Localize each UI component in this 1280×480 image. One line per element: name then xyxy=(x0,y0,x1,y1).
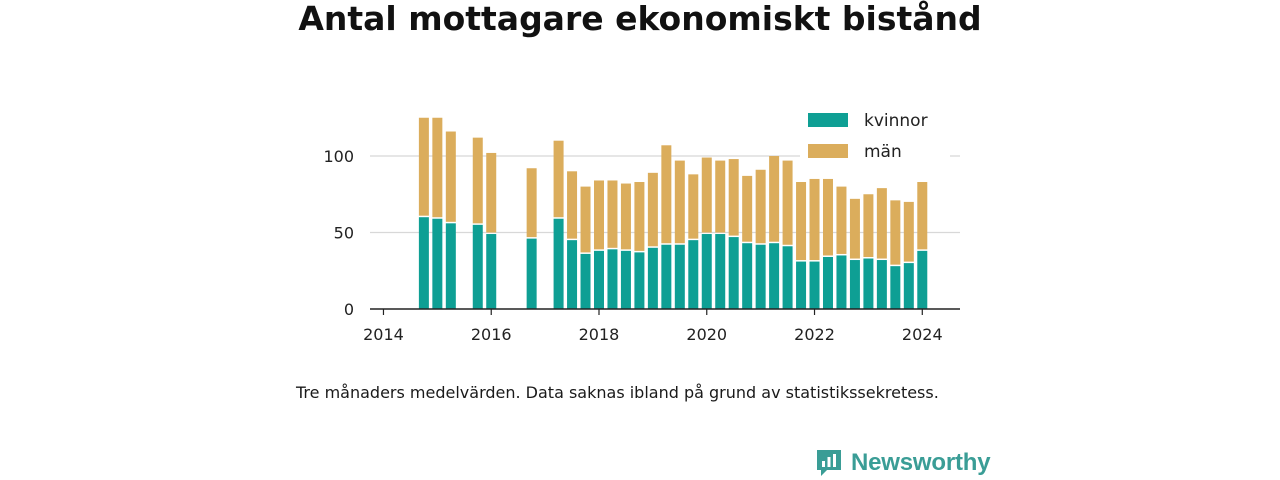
bar-man xyxy=(567,171,578,239)
bar-kvinnor xyxy=(755,244,766,309)
bar-man xyxy=(688,174,699,239)
x-tick-label: 2018 xyxy=(579,325,620,344)
bar-kvinnor xyxy=(782,246,793,309)
bar-kvinnor xyxy=(863,258,874,309)
y-tick-label: 100 xyxy=(323,147,354,166)
bar-man xyxy=(486,152,497,233)
bar-kvinnor xyxy=(647,247,658,309)
bar-kvinnor xyxy=(728,237,739,309)
bar-man xyxy=(432,117,443,218)
bar-kvinnor xyxy=(418,217,429,309)
bar-kvinnor xyxy=(917,250,928,309)
legend-swatch xyxy=(808,113,848,127)
bar-kvinnor xyxy=(593,250,604,309)
bar-man xyxy=(917,182,928,250)
bars xyxy=(418,117,928,309)
bar-kvinnor xyxy=(809,261,820,309)
chart-title: Antal mottagare ekonomiskt bistånd xyxy=(298,0,982,38)
bar-kvinnor xyxy=(796,261,807,309)
bar-kvinnor xyxy=(486,234,497,309)
bar-man xyxy=(796,182,807,261)
x-tick-label: 2024 xyxy=(902,325,943,344)
brand-name: Newsworthy xyxy=(851,449,991,476)
bar-kvinnor xyxy=(701,234,712,309)
bar-man xyxy=(769,156,780,242)
bar-man xyxy=(580,186,591,253)
bar-man xyxy=(822,178,833,256)
bar-man xyxy=(728,159,739,236)
bar-kvinnor xyxy=(876,260,887,309)
bar-kvinnor xyxy=(769,243,780,309)
x-tick-label: 2014 xyxy=(363,325,404,344)
chart-caption: Tre månaders medelvärden. Data saknas ib… xyxy=(296,383,939,402)
bar-man xyxy=(418,117,429,216)
bar-man xyxy=(661,145,672,244)
x-tick-label: 2020 xyxy=(686,325,727,344)
y-tick-label: 0 xyxy=(344,300,354,319)
bar-man xyxy=(647,172,658,247)
bar-kvinnor xyxy=(661,244,672,309)
bar-man xyxy=(809,178,820,261)
bar-kvinnor xyxy=(634,252,645,309)
bar-kvinnor xyxy=(620,250,631,309)
bar-man xyxy=(903,201,914,262)
brand-logo: Newsworthy xyxy=(815,446,991,480)
bar-kvinnor xyxy=(607,249,618,309)
bar-man xyxy=(607,180,618,248)
bar-man xyxy=(674,160,685,244)
bar-kvinnor xyxy=(890,266,901,309)
bar-man xyxy=(701,157,712,233)
bar-kvinnor xyxy=(742,243,753,309)
bar-man xyxy=(620,183,631,250)
bar-man xyxy=(634,182,645,251)
bar-man xyxy=(526,168,537,238)
bar-man xyxy=(876,188,887,259)
bar-man xyxy=(849,198,860,259)
bar-kvinnor xyxy=(553,218,564,309)
stacked-bar-chart: 0 50 100 2014 2016 2018 2020 2022 2024 kvinnor mä… xyxy=(323,108,960,344)
bar-man xyxy=(782,160,793,245)
x-tick-label: 2022 xyxy=(794,325,835,344)
bar-kvinnor xyxy=(432,218,443,309)
bar-man xyxy=(593,180,604,250)
bar-man xyxy=(836,186,847,254)
bar-man xyxy=(715,160,726,233)
legend-label: kvinnor xyxy=(864,111,928,131)
newsworthy-logo-icon xyxy=(817,450,841,476)
bar-kvinnor xyxy=(822,256,833,309)
bar-kvinnor xyxy=(580,253,591,309)
bar-kvinnor xyxy=(849,260,860,309)
legend-swatch xyxy=(808,144,848,158)
bar-man xyxy=(755,169,766,244)
bar-man xyxy=(472,137,483,224)
bar-kvinnor xyxy=(526,238,537,309)
legend-label: män xyxy=(864,142,902,162)
bar-kvinnor xyxy=(836,255,847,309)
bar-kvinnor xyxy=(445,223,456,309)
bar-man xyxy=(553,140,564,218)
bar-man xyxy=(863,194,874,258)
bar-kvinnor xyxy=(715,234,726,309)
x-tick-label: 2016 xyxy=(471,325,512,344)
bar-man xyxy=(742,175,753,242)
bar-kvinnor xyxy=(472,224,483,309)
bar-kvinnor xyxy=(903,263,914,309)
y-tick-label: 50 xyxy=(334,224,354,243)
legend: kvinnor män xyxy=(800,108,950,162)
bar-kvinnor xyxy=(567,240,578,309)
bar-man xyxy=(890,200,901,265)
bar-kvinnor xyxy=(674,244,685,309)
bar-kvinnor xyxy=(688,240,699,309)
bar-man xyxy=(445,131,456,222)
axes: 0 50 100 2014 2016 2018 2020 2022 2024 xyxy=(323,147,960,344)
